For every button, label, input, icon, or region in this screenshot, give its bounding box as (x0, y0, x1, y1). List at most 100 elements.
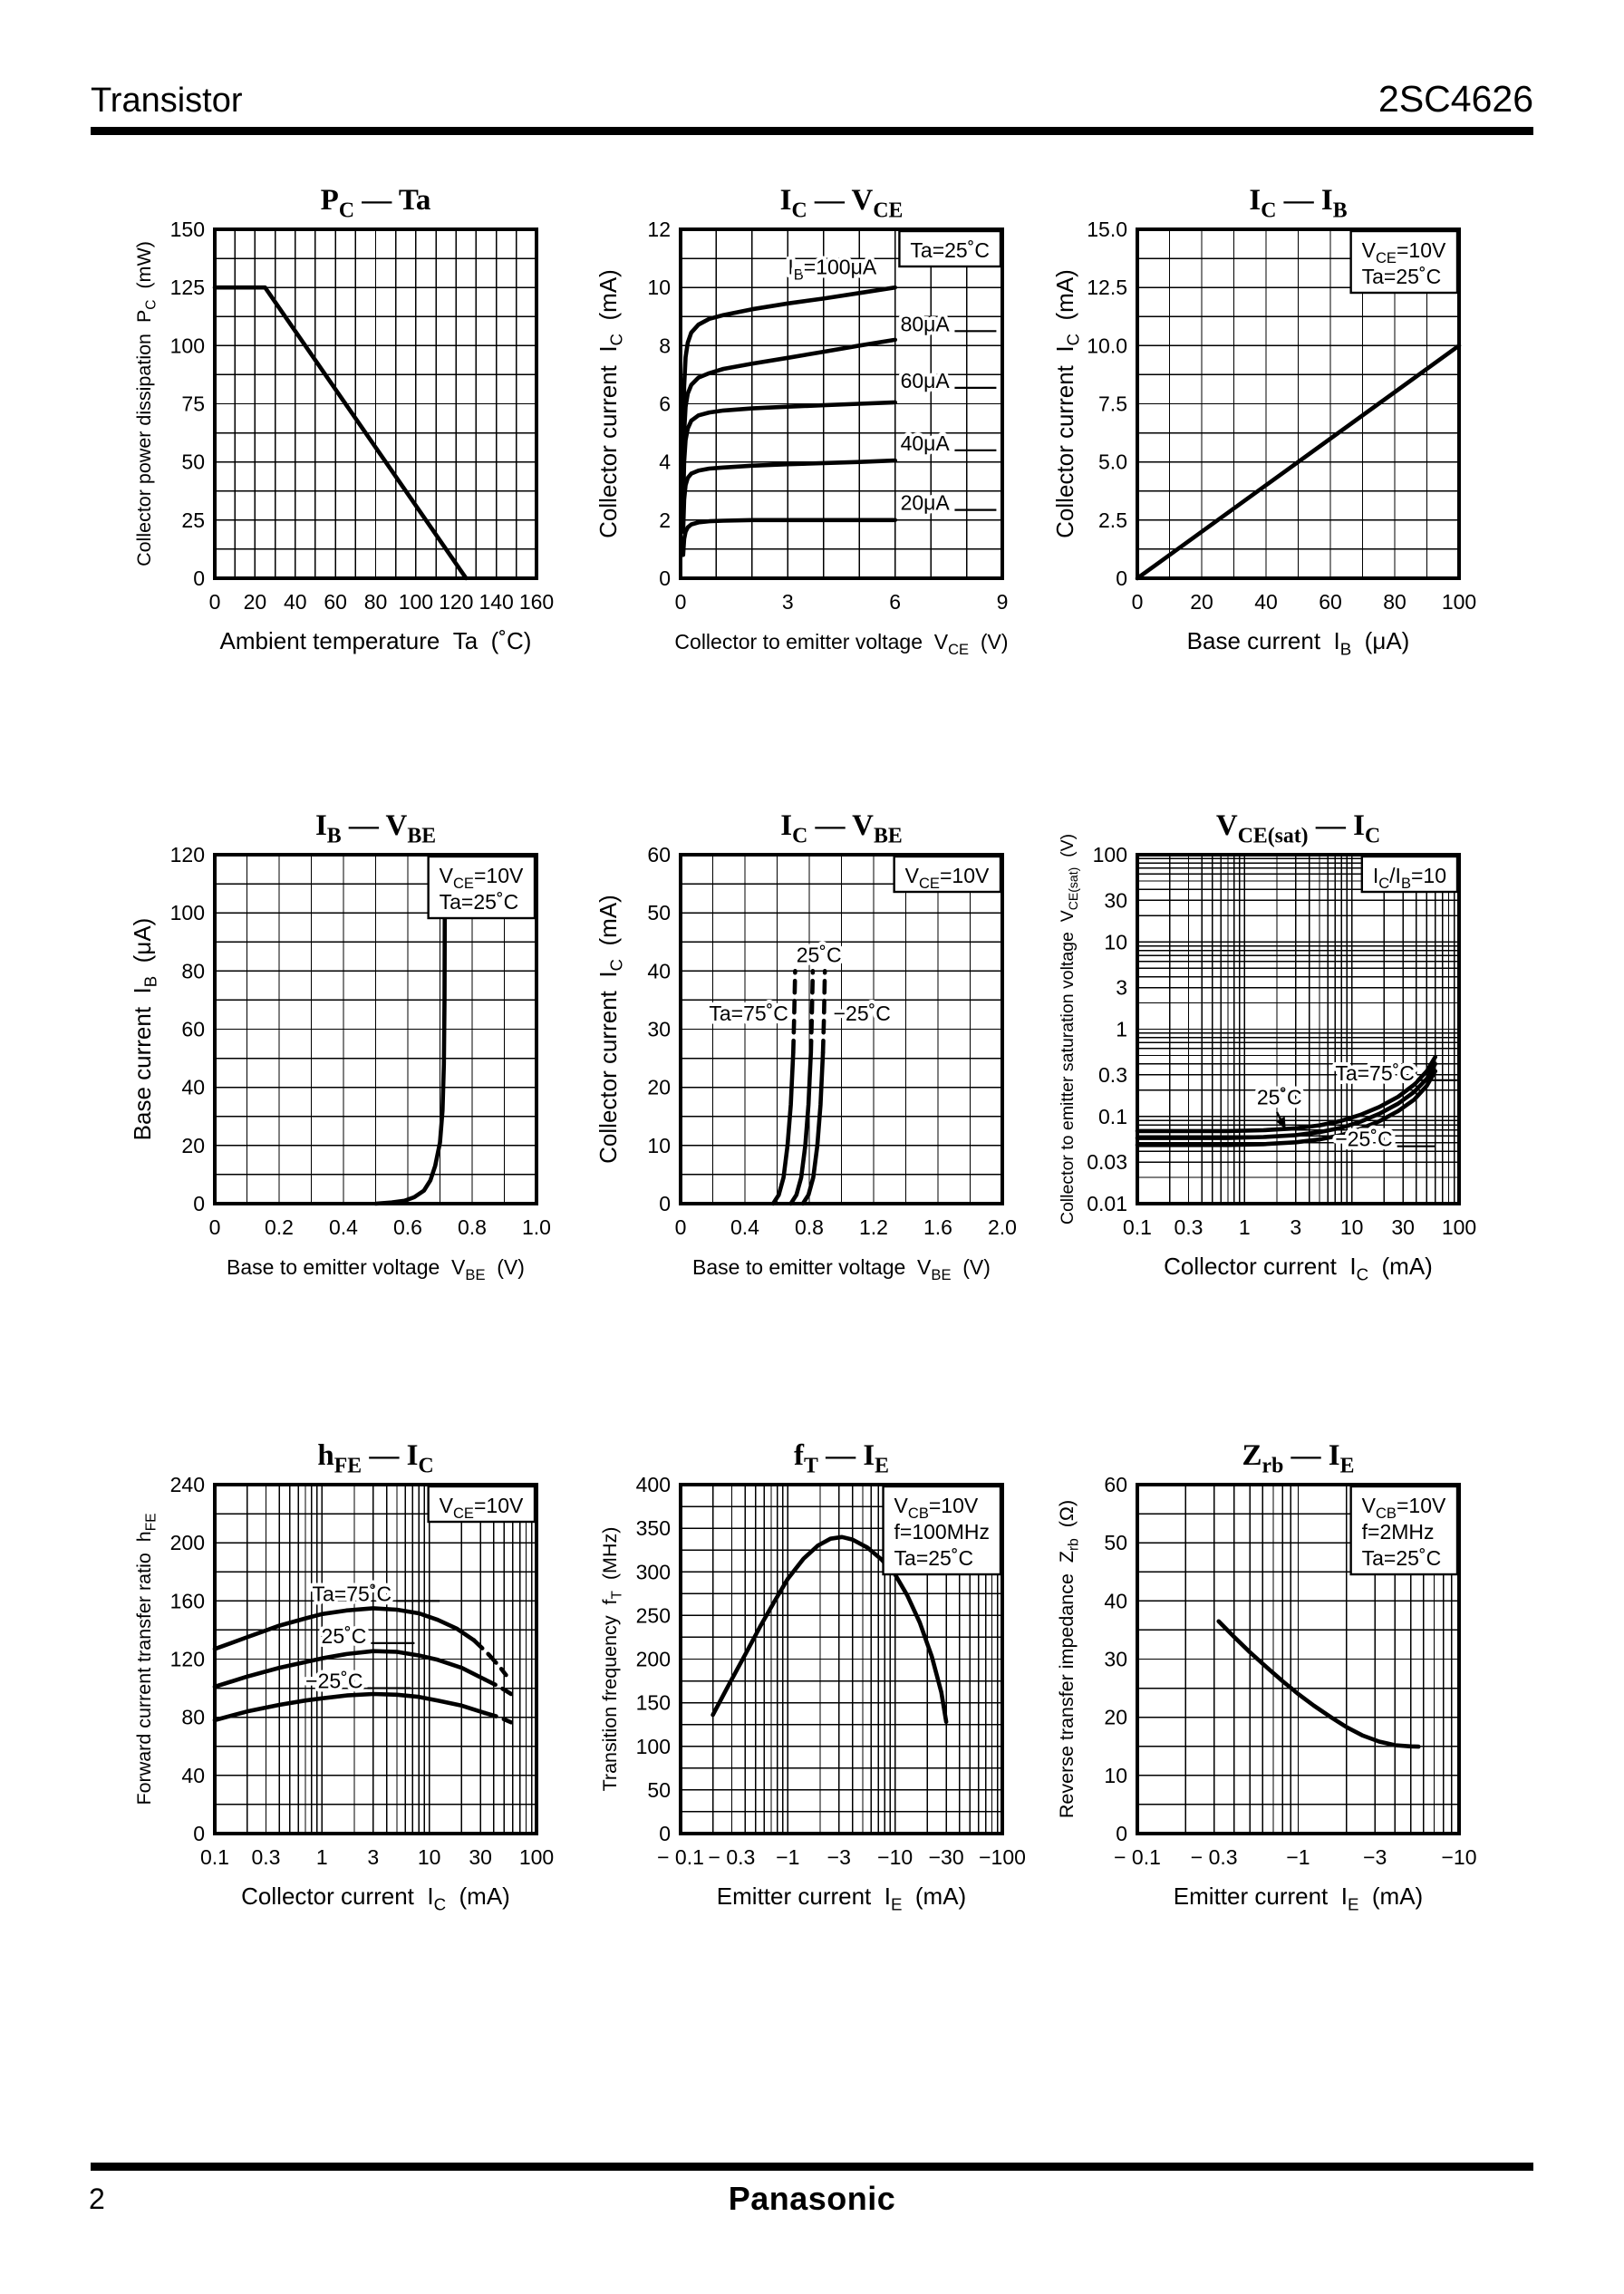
plot-border (678, 852, 1005, 1206)
y-axis-label: Collector power dissipation PC (mW) (133, 241, 159, 566)
conditions-box: Ta=25˚C (898, 229, 1002, 268)
conditions-box: VCE=10V (893, 855, 1002, 894)
tick-labels: 0 0.2 0.4 0.6 0.8 1.0 0 20 40 60 80 100 120 (170, 843, 551, 1239)
curve-label: 20μA (901, 491, 951, 515)
series-IB-80uA (681, 337, 898, 494)
svg-text:1.6: 1.6 (923, 1215, 952, 1239)
chart-title: fT — IE (794, 1439, 889, 1477)
x-axis-label: Base to emitter voltage VBE (V) (692, 1255, 991, 1283)
svg-text:20: 20 (1190, 590, 1213, 614)
curve-label: 25˚C (1257, 1085, 1302, 1108)
svg-text:5.0: 5.0 (1098, 450, 1127, 474)
svg-text:0.4: 0.4 (329, 1215, 358, 1239)
series-group (710, 1534, 949, 1725)
svg-text:0.1: 0.1 (1098, 1105, 1127, 1128)
svg-text:−30: −30 (929, 1845, 964, 1869)
footer-rule (91, 2163, 1533, 2171)
svg-text:60: 60 (647, 843, 671, 866)
svg-text:20: 20 (181, 1134, 205, 1157)
svg-text:9: 9 (997, 590, 1009, 614)
svg-text:100: 100 (170, 901, 205, 924)
chart-title: IB — VBE (315, 809, 436, 847)
svg-text:IC/IB=10: IC/IB=10 (1373, 864, 1446, 892)
svg-text:40: 40 (181, 1076, 205, 1099)
svg-text:80: 80 (364, 590, 388, 614)
svg-text:VCE=10V: VCE=10V (1362, 238, 1446, 266)
svg-text:40: 40 (1104, 1589, 1127, 1612)
svg-text:VCE=10V: VCE=10V (905, 864, 990, 892)
svg-text:0.3: 0.3 (1174, 1215, 1203, 1239)
x-axis-label: Base to emitter voltage VBE (V) (227, 1255, 525, 1283)
svg-text:80: 80 (181, 1706, 205, 1729)
curve-label: 40μA (901, 431, 951, 455)
svg-text:30: 30 (1391, 1215, 1415, 1239)
svg-text:0.4: 0.4 (730, 1215, 759, 1239)
svg-text:100: 100 (636, 1735, 671, 1758)
header-rule (91, 127, 1533, 135)
svg-text:100: 100 (399, 590, 433, 614)
curve-label: −25˚C (834, 1002, 891, 1025)
series-group (212, 285, 469, 581)
arrow-head (1275, 1116, 1286, 1130)
x-axis-label: Emitter current IE (mA) (1174, 1883, 1423, 1914)
svg-text:0: 0 (659, 566, 671, 590)
series-ic-vs-ib (1135, 344, 1462, 581)
svg-text:−10: −10 (877, 1845, 913, 1869)
series-Ta-25C (788, 1050, 814, 1206)
svg-text:Ta=25˚C: Ta=25˚C (894, 1546, 974, 1570)
svg-text:1.2: 1.2 (859, 1215, 888, 1239)
gridlines (214, 1484, 537, 1834)
svg-text:Ta=25˚C: Ta=25˚C (1362, 1546, 1442, 1570)
chart-canvas-pc-ta: 0 20 40 60 80 100 120 140 1600255075100125150Amb… (133, 184, 555, 654)
svg-text:400: 400 (636, 1473, 671, 1496)
svg-text:Ta=25˚C: Ta=25˚C (1362, 265, 1442, 288)
svg-text:0.6: 0.6 (393, 1215, 422, 1239)
svg-text:6: 6 (889, 590, 901, 614)
x-axis-label: Collector to emitter voltage VCE (V) (674, 630, 1008, 658)
svg-text:− 0.3: − 0.3 (1191, 1845, 1238, 1869)
curve-label: Ta=75˚C (1335, 1061, 1415, 1085)
svg-text:100: 100 (1442, 1215, 1476, 1239)
y-axis-label: Forward current transfer ratio hFE (133, 1513, 159, 1805)
svg-text:−3: −3 (827, 1845, 851, 1869)
svg-text:120: 120 (170, 1648, 205, 1671)
curve-label: Ta=75˚C (313, 1582, 392, 1605)
chart-title: IC — IB (1249, 184, 1347, 222)
svg-text:3: 3 (1290, 1215, 1301, 1239)
svg-text:3: 3 (367, 1845, 379, 1869)
svg-text:0.3: 0.3 (251, 1845, 280, 1869)
y-axis-label: Base current IB (μA) (129, 918, 160, 1141)
svg-text:0.2: 0.2 (265, 1215, 294, 1239)
x-axis-label: Emitter current IE (mA) (717, 1883, 966, 1914)
svg-text:VCE=10V: VCE=10V (440, 1494, 524, 1522)
x-axis-label: Ambient temperature Ta (˚C) (220, 627, 532, 654)
svg-text:− 0.1: − 0.1 (657, 1845, 704, 1869)
svg-text:60: 60 (1104, 1473, 1127, 1496)
plot-border (212, 852, 539, 1206)
curve-label: 25˚C (797, 944, 842, 967)
x-axis-label: Base current IB (μA) (1187, 627, 1410, 659)
conditions-box: VCE=10V (427, 1485, 536, 1524)
curve-label: 80μA (901, 312, 951, 335)
svg-text:50: 50 (647, 901, 671, 924)
gridlines (1136, 1484, 1460, 1834)
svg-text:2.5: 2.5 (1098, 508, 1127, 532)
series-max-power-rating (212, 285, 469, 581)
series-Ta-minus25C (800, 1050, 826, 1206)
chart-ic-vce: IB=100μA 80μA 60μA 40μA 20μA Ta=25˚C 0 3 6 9 0 2 4 6 8… (585, 168, 1051, 711)
svg-text:10: 10 (1340, 1215, 1364, 1239)
svg-text:20: 20 (1104, 1706, 1127, 1729)
svg-text:0: 0 (193, 1192, 205, 1215)
svg-text:12.5: 12.5 (1087, 276, 1127, 299)
svg-text:0: 0 (1132, 590, 1144, 614)
svg-text:140: 140 (478, 590, 513, 614)
chart-title: VCE(sat) — IC (1216, 809, 1380, 847)
series-Ta-25C-upper (808, 969, 816, 1055)
